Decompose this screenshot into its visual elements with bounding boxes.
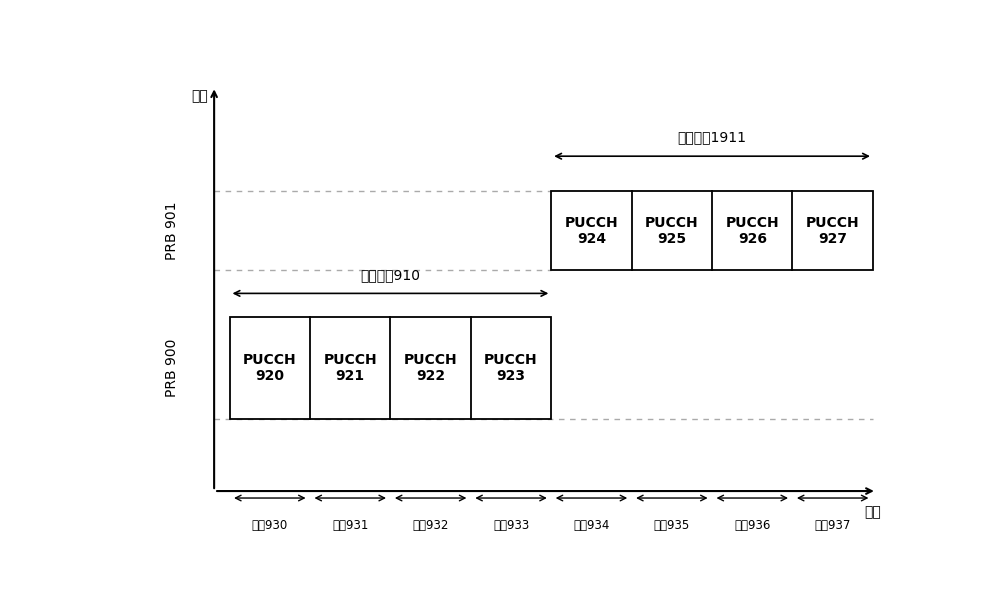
- Text: 时隙930: 时隙930: [252, 519, 288, 533]
- Text: PUCCH
922: PUCCH 922: [404, 353, 457, 383]
- Bar: [230, 316, 551, 419]
- Text: 时域窗口1911: 时域窗口1911: [678, 130, 747, 144]
- Text: 时隙933: 时隙933: [493, 519, 529, 533]
- Text: PRB 900: PRB 900: [164, 339, 178, 397]
- Text: PUCCH
921: PUCCH 921: [323, 353, 377, 383]
- Text: 时间: 时间: [864, 505, 881, 519]
- Text: PUCCH
925: PUCCH 925: [645, 216, 699, 246]
- Bar: [551, 191, 873, 270]
- Text: 时域窗口910: 时域窗口910: [360, 269, 420, 283]
- Text: PRB 901: PRB 901: [164, 201, 178, 260]
- Text: 频率: 频率: [191, 89, 208, 103]
- Text: PUCCH
927: PUCCH 927: [806, 216, 859, 246]
- Text: PUCCH
920: PUCCH 920: [243, 353, 297, 383]
- Text: 时隙934: 时隙934: [573, 519, 610, 533]
- Text: PUCCH
926: PUCCH 926: [725, 216, 779, 246]
- Text: 时隙932: 时隙932: [412, 519, 449, 533]
- Text: PUCCH
924: PUCCH 924: [565, 216, 618, 246]
- Text: 时隙936: 时隙936: [734, 519, 770, 533]
- Text: 时隙931: 时隙931: [332, 519, 368, 533]
- Text: PUCCH
923: PUCCH 923: [484, 353, 538, 383]
- Text: 时隙935: 时隙935: [654, 519, 690, 533]
- Text: 时隙937: 时隙937: [814, 519, 851, 533]
